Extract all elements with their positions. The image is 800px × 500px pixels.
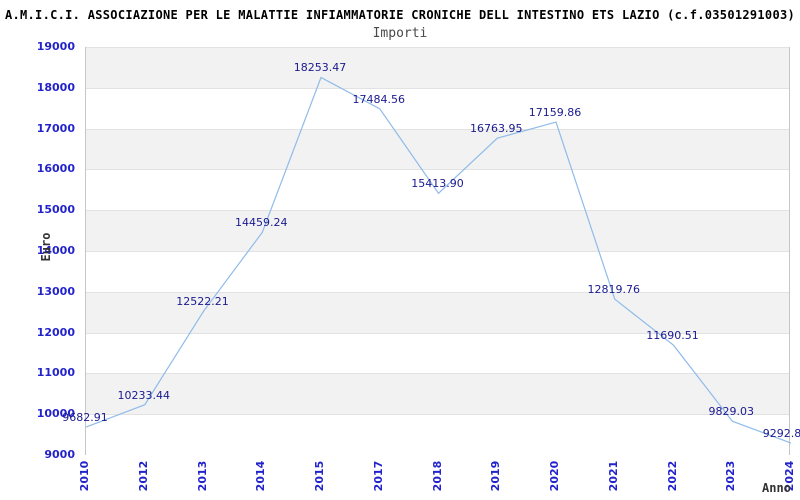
plot-band [86, 251, 789, 292]
plot-band [86, 169, 789, 211]
data-point-label: 16763.95 [470, 122, 523, 136]
y-axis-tick: 14000 [36, 244, 75, 257]
plot-band [86, 373, 789, 415]
y-axis-tick: 13000 [36, 284, 75, 298]
chart-title: A.M.I.C.I. ASSOCIAZIONE PER LE MALATTIE … [4, 8, 796, 22]
x-axis-title: Anno [762, 481, 791, 495]
chart-subtitle: Importi [372, 26, 428, 41]
y-axis-tick: 12000 [36, 325, 75, 339]
plot-band [86, 210, 789, 251]
x-axis-tick: 2022 [665, 460, 679, 492]
plot-area [85, 47, 792, 455]
y-axis-tick: 18000 [36, 80, 75, 94]
data-point-label: 15413.90 [411, 177, 464, 191]
x-axis-tick: 2017 [371, 460, 385, 492]
y-axis-tick: 9000 [44, 448, 75, 461]
x-axis-tick: 2010 [78, 460, 91, 492]
x-axis-tick: 2012 [136, 460, 150, 492]
y-axis-tick: 10000 [36, 407, 75, 421]
plot-band [86, 414, 789, 455]
data-point-label: 14459.24 [235, 216, 288, 230]
plot-band [86, 87, 789, 129]
data-point-label: 17484.56 [352, 92, 406, 106]
y-axis-title: Euro [39, 232, 53, 262]
x-axis-tick: 2021 [606, 460, 620, 492]
x-axis-tick: 2019 [489, 460, 503, 492]
y-axis-tick: 17000 [36, 121, 75, 135]
data-point-label: 17159.86 [528, 106, 582, 120]
plot-band [86, 47, 789, 88]
x-axis-tick: 2013 [195, 460, 209, 492]
y-axis-tick: 19000 [36, 40, 75, 53]
data-point-label: 9682.91 [62, 411, 108, 425]
data-point-label: 9829.03 [708, 405, 755, 419]
plot-band [86, 128, 789, 170]
x-axis-tick: 2015 [313, 460, 326, 492]
x-axis-tick: 2018 [430, 460, 444, 492]
x-axis-tick: 2023 [724, 460, 738, 492]
line-series [85, 76, 792, 444]
data-point-label: 12819.76 [587, 283, 641, 297]
y-axis-tick: 15000 [36, 203, 75, 217]
data-point-label: 10233.44 [117, 388, 171, 402]
data-point-label: 9292.8 [762, 427, 800, 441]
data-point-label: 11690.51 [646, 329, 699, 343]
plot-band [86, 332, 789, 374]
x-axis-tick: 2020 [548, 460, 561, 492]
y-axis-tick: 16000 [36, 162, 75, 176]
data-point-label: 12522.21 [176, 295, 229, 309]
y-axis-tick: 11000 [36, 366, 75, 380]
data-point-label: 18253.47 [293, 61, 347, 75]
series-importi [85, 76, 792, 444]
x-axis-tick: 2014 [254, 460, 268, 492]
